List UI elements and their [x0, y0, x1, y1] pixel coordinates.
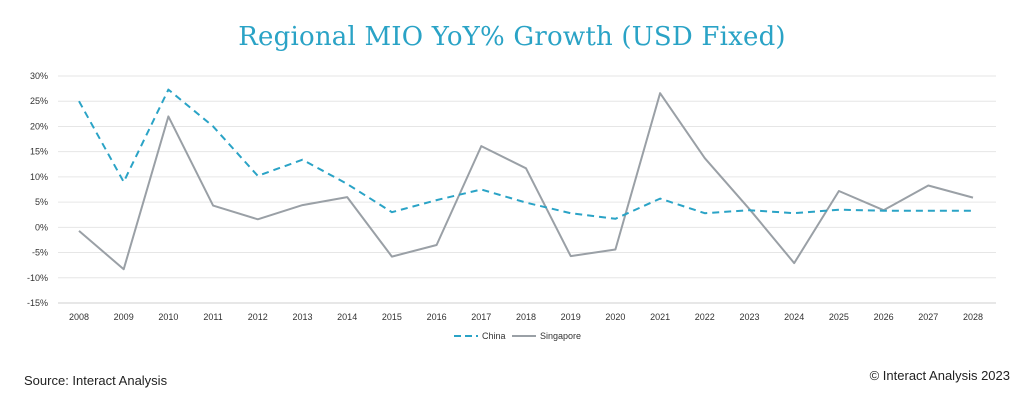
x-tick-label: 2026: [874, 312, 894, 322]
chart-title: Regional MIO YoY% Growth (USD Fixed): [238, 22, 786, 52]
x-tick-label: 2012: [248, 312, 268, 322]
copyright-note: © Interact Analysis 2023: [869, 368, 1010, 383]
x-tick-label: 2015: [382, 312, 402, 322]
series-lines: [78, 88, 974, 271]
x-tick-label: 2016: [427, 312, 447, 322]
x-tick-label: 2018: [516, 312, 536, 322]
source-note: Source: Interact Analysis: [24, 373, 168, 388]
x-tick-label: 2017: [471, 312, 491, 322]
legend: China Singapore: [454, 331, 581, 341]
x-tick-label: 2021: [650, 312, 670, 322]
y-tick-label: -15%: [27, 298, 48, 308]
x-tick-label: 2008: [69, 312, 89, 322]
x-tick-label: 2011: [203, 312, 222, 322]
x-tick-label: 2028: [963, 312, 983, 322]
y-tick-label: 10%: [30, 172, 48, 182]
axes: 30% 25% 20% 15% 10% 5% 0% -5% -10% -15% 2008 2009 20…: [27, 71, 996, 322]
legend-label-china: China: [482, 331, 506, 341]
x-tick-label: 2022: [695, 312, 715, 322]
series-line-china: [78, 88, 973, 220]
y-tick-label: 5%: [35, 197, 48, 207]
y-tick-label: 0%: [35, 222, 48, 232]
x-tick-label: 2014: [337, 312, 357, 322]
x-tick-label: 2013: [292, 312, 312, 322]
y-tick-label: 15%: [30, 147, 48, 157]
x-tick-label: 2020: [605, 312, 625, 322]
x-tick-label: 2009: [114, 312, 134, 322]
series-line-singapore: [78, 92, 974, 271]
x-tick-label: 2010: [158, 312, 178, 322]
x-tick-label: 2024: [784, 312, 804, 322]
x-tick-label: 2025: [829, 312, 849, 322]
gridlines: [58, 75, 996, 304]
x-tick-label: 2027: [918, 312, 938, 322]
y-tick-label: -5%: [32, 248, 48, 258]
x-tick-label: 2019: [561, 312, 581, 322]
y-tick-label: 25%: [30, 96, 48, 106]
x-tick-label: 2023: [739, 312, 759, 322]
legend-label-singapore: Singapore: [540, 331, 581, 341]
y-tick-label: 20%: [30, 121, 48, 131]
y-tick-label: 30%: [30, 71, 48, 81]
y-tick-label: -10%: [27, 273, 48, 283]
